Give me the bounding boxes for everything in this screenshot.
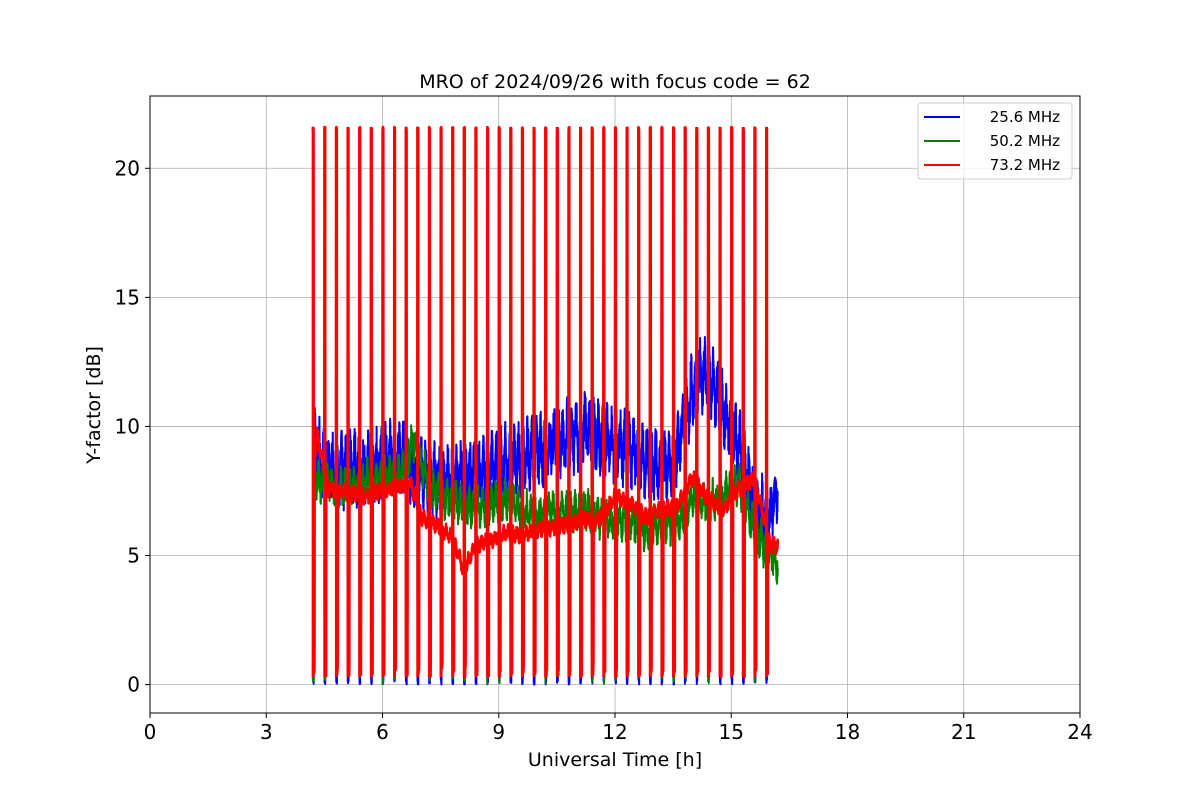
y-tick-label: 0 (127, 673, 140, 697)
legend-box (917, 102, 1073, 180)
legend-label: 73.2 MHz (990, 156, 1060, 174)
x-tick-label: 6 (376, 720, 389, 744)
plot-area (311, 125, 780, 686)
y-tick-label: 10 (115, 414, 140, 438)
y-tick-label: 15 (115, 285, 140, 309)
y-axis-label: Y-factor [dB] (83, 346, 105, 465)
x-axis-label: Universal Time [h] (528, 749, 702, 771)
x-tick-label: 9 (492, 720, 505, 744)
x-tick-label: 24 (1067, 720, 1092, 744)
y-axis-ticks: 0 5 10 15 20 (115, 156, 150, 697)
chart-title: MRO of 2024/09/26 with focus code = 62 (419, 71, 811, 93)
x-tick-label: 3 (260, 720, 273, 744)
y-tick-label: 5 (127, 544, 140, 568)
series-layer (311, 125, 780, 686)
x-tick-label: 0 (144, 720, 157, 744)
legend-label: 25.6 MHz (990, 108, 1060, 126)
x-tick-label: 12 (602, 720, 627, 744)
legend-label: 50.2 MHz (990, 132, 1060, 150)
x-tick-label: 18 (835, 720, 860, 744)
y-tick-label: 20 (115, 156, 140, 180)
x-tick-label: 21 (951, 720, 976, 744)
x-tick-label: 15 (719, 720, 744, 744)
x-axis-ticks: 0 3 6 9 12 15 18 21 24 (144, 713, 1093, 744)
legend: 25.6 MHz 50.2 MHz 73.2 MHz (917, 102, 1073, 180)
